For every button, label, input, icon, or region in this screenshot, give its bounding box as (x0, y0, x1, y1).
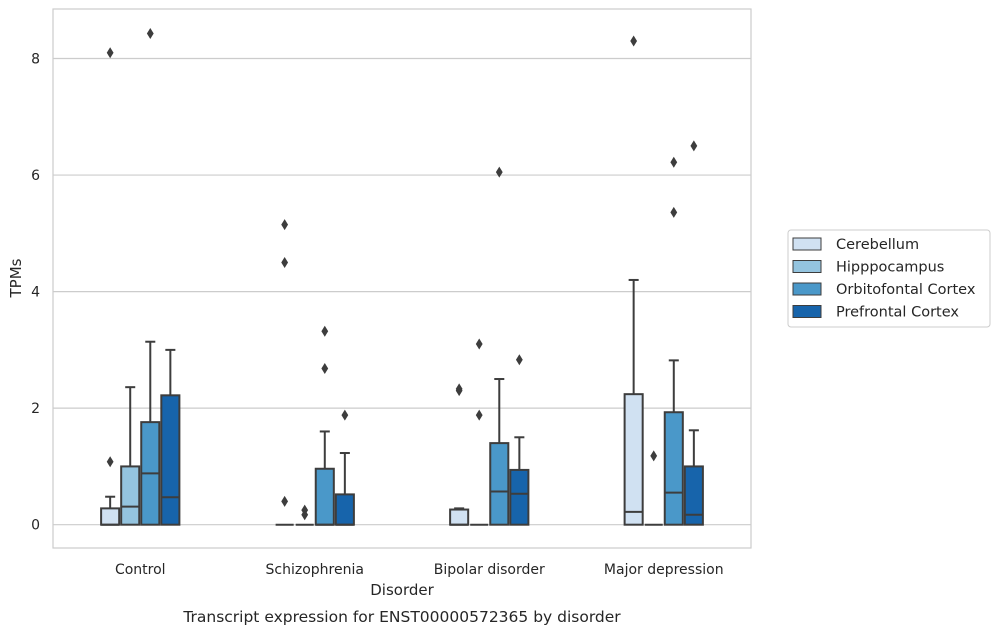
y-tick-label: 2 (31, 401, 40, 417)
legend-item: Hipppocampus (792, 260, 944, 276)
box (314, 467, 335, 526)
legend-item: Cerebellum (792, 237, 919, 253)
y-tick-label: 6 (31, 168, 40, 184)
legend-label: Prefrontal Cortex (836, 305, 959, 321)
outlier-point (630, 35, 638, 47)
outlier-point (301, 504, 309, 516)
box-group (623, 35, 644, 526)
outlier-point (341, 409, 349, 421)
box (663, 411, 684, 526)
box-group (314, 325, 335, 526)
box-group (449, 383, 470, 526)
box-group (160, 348, 181, 526)
box-group (663, 156, 684, 526)
legend-label: Hipppocampus (836, 260, 944, 276)
legend-swatch (792, 305, 822, 318)
outlier-point (515, 354, 523, 366)
box (623, 393, 644, 526)
x-axis-label: Disorder (370, 581, 434, 599)
box (683, 465, 704, 526)
x-tick-label: Control (115, 562, 166, 578)
outlier-point (495, 166, 503, 178)
series-2 (140, 27, 684, 526)
series-0 (100, 35, 644, 526)
outlier-point (455, 383, 463, 395)
box-group (509, 354, 530, 526)
x-tick-label: Schizophrenia (266, 562, 364, 578)
x-tick-labels: Control Schizophrenia Bipolar disorder Majo… (115, 562, 724, 578)
legend-swatch (792, 282, 822, 296)
outlier-point (106, 456, 114, 468)
outlier-point (321, 363, 329, 375)
box (449, 508, 470, 526)
outlier-point (650, 450, 658, 462)
box-group (295, 504, 314, 526)
x-tick-label: Bipolar disorder (434, 562, 545, 578)
box-group (140, 27, 161, 526)
legend-swatch (792, 237, 822, 251)
legend-frame (787, 229, 991, 328)
y-axis-label: TPMs (7, 258, 25, 298)
outlier-point (690, 140, 698, 152)
outlier-point (670, 156, 678, 168)
legend: Cerebellum Hipppocampus Orbitofontal Corte… (787, 229, 991, 328)
box (120, 465, 141, 526)
box-group (100, 47, 121, 526)
box-series (100, 27, 704, 526)
box (334, 493, 355, 526)
legend-label: Cerebellum (836, 237, 919, 253)
legend-label: Orbitofontal Cortex (836, 282, 976, 298)
y-tick-label: 0 (31, 518, 40, 534)
box (509, 468, 530, 526)
series-3 (160, 140, 704, 526)
box-group (470, 338, 489, 526)
legend-item: Prefrontal Cortex (792, 305, 959, 321)
legend-item: Orbitofontal Cortex (792, 282, 976, 298)
box-group (644, 450, 663, 526)
plot-frame (52, 8, 752, 549)
box (160, 394, 181, 526)
chart-caption: Transcript expression for ENST0000057236… (182, 608, 621, 626)
box-group (489, 166, 510, 526)
outlier-point (281, 495, 289, 507)
outlier-point (475, 338, 483, 350)
series-1 (120, 338, 663, 526)
outlier-point (670, 206, 678, 218)
outlier-point (281, 256, 289, 268)
box-group (275, 219, 294, 526)
box-group (683, 140, 704, 526)
y-tick-label: 8 (31, 52, 40, 68)
outlier-point (281, 219, 289, 231)
outlier-point (321, 325, 329, 337)
box-group (120, 386, 141, 526)
box (489, 442, 510, 526)
y-tick-labels: 0 2 4 6 8 (31, 52, 40, 534)
x-tick-label: Major depression (604, 562, 724, 578)
legend-swatch (792, 260, 822, 273)
box-group (334, 409, 355, 526)
box (100, 507, 121, 526)
outlier-point (106, 47, 114, 59)
outlier-point (146, 27, 154, 39)
y-tick-label: 4 (31, 285, 40, 301)
outlier-point (475, 409, 483, 421)
